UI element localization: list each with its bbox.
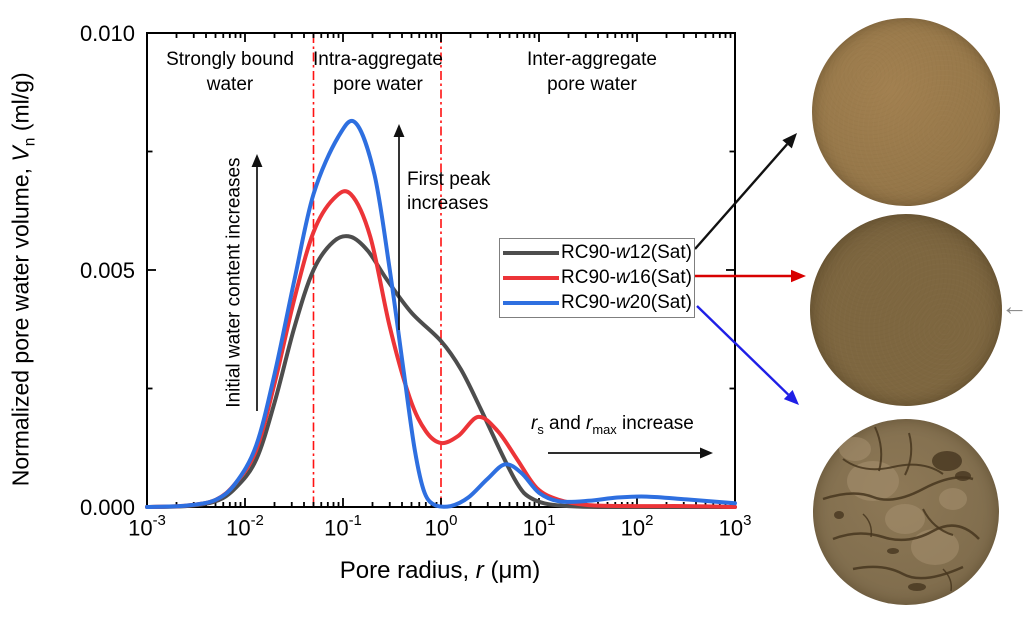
legend-label: RC90-w16(Sat) bbox=[561, 266, 692, 288]
y-axis-title: Normalized pore water volume, Vn (ml/g) bbox=[7, 72, 39, 487]
gray-left-arrow-icon: ← bbox=[1001, 291, 1024, 321]
y-tick-0.005: 0.005 bbox=[79, 258, 135, 283]
chart-legend: RC90-w12(Sat) RC90-w16(Sat) RC90-w20(Sat… bbox=[499, 238, 695, 318]
region-label-strongly-bound-water: Strongly bound water bbox=[166, 49, 294, 95]
curve-RC90-w12(Sat) bbox=[145, 234, 737, 510]
legend-line-swatch-blue bbox=[503, 300, 559, 305]
region-label-inter-aggregate: Inter-aggregate pore water bbox=[527, 49, 657, 95]
x-axis-title: Pore radius, r (μm) bbox=[339, 557, 541, 584]
sample-photo-w20 bbox=[813, 419, 999, 605]
x-tick-1e-3: 10-3 bbox=[128, 512, 166, 541]
annotation-rs-rmax-increase: rs and rmax increase bbox=[531, 413, 694, 437]
legend-item-rc90-w12: RC90-w12(Sat) bbox=[503, 241, 692, 265]
legend-label: RC90-w12(Sat) bbox=[561, 242, 692, 264]
legend-item-rc90-w16: RC90-w16(Sat) bbox=[503, 266, 692, 290]
x-tick-1e2: 102 bbox=[620, 512, 654, 541]
legend-line-swatch-gray bbox=[503, 251, 559, 256]
annotation-initial-water-content: Initial water content increases bbox=[223, 157, 245, 408]
x-tick-1e-1: 10-1 bbox=[324, 512, 362, 541]
photo-grain-texture bbox=[812, 18, 1000, 206]
y-tick-0.010: 0.010 bbox=[79, 21, 135, 46]
sample-photo-w16 bbox=[810, 214, 1002, 406]
x-tick-1e0: 100 bbox=[424, 512, 458, 541]
x-tick-1e3: 103 bbox=[718, 512, 752, 541]
legend-item-rc90-w20: RC90-w20(Sat) bbox=[503, 291, 692, 315]
curve-RC90-w20(Sat) bbox=[145, 118, 737, 509]
y-tick-0.000: 0.000 bbox=[79, 495, 135, 520]
photo-grain-texture bbox=[810, 214, 1002, 406]
sample-photo-w12 bbox=[812, 18, 1000, 206]
x-tick-1e1: 101 bbox=[522, 512, 556, 541]
x-tick-1e-2: 10-2 bbox=[226, 512, 264, 541]
legend-line-swatch-red bbox=[503, 275, 559, 280]
crack-texture-graphic bbox=[822, 426, 980, 592]
legend-label: RC90-w20(Sat) bbox=[561, 291, 692, 313]
annotation-first-peak-increases: First peak increases bbox=[407, 169, 491, 214]
region-label-intra-aggregate: Intra-aggregate pore water bbox=[313, 49, 443, 95]
